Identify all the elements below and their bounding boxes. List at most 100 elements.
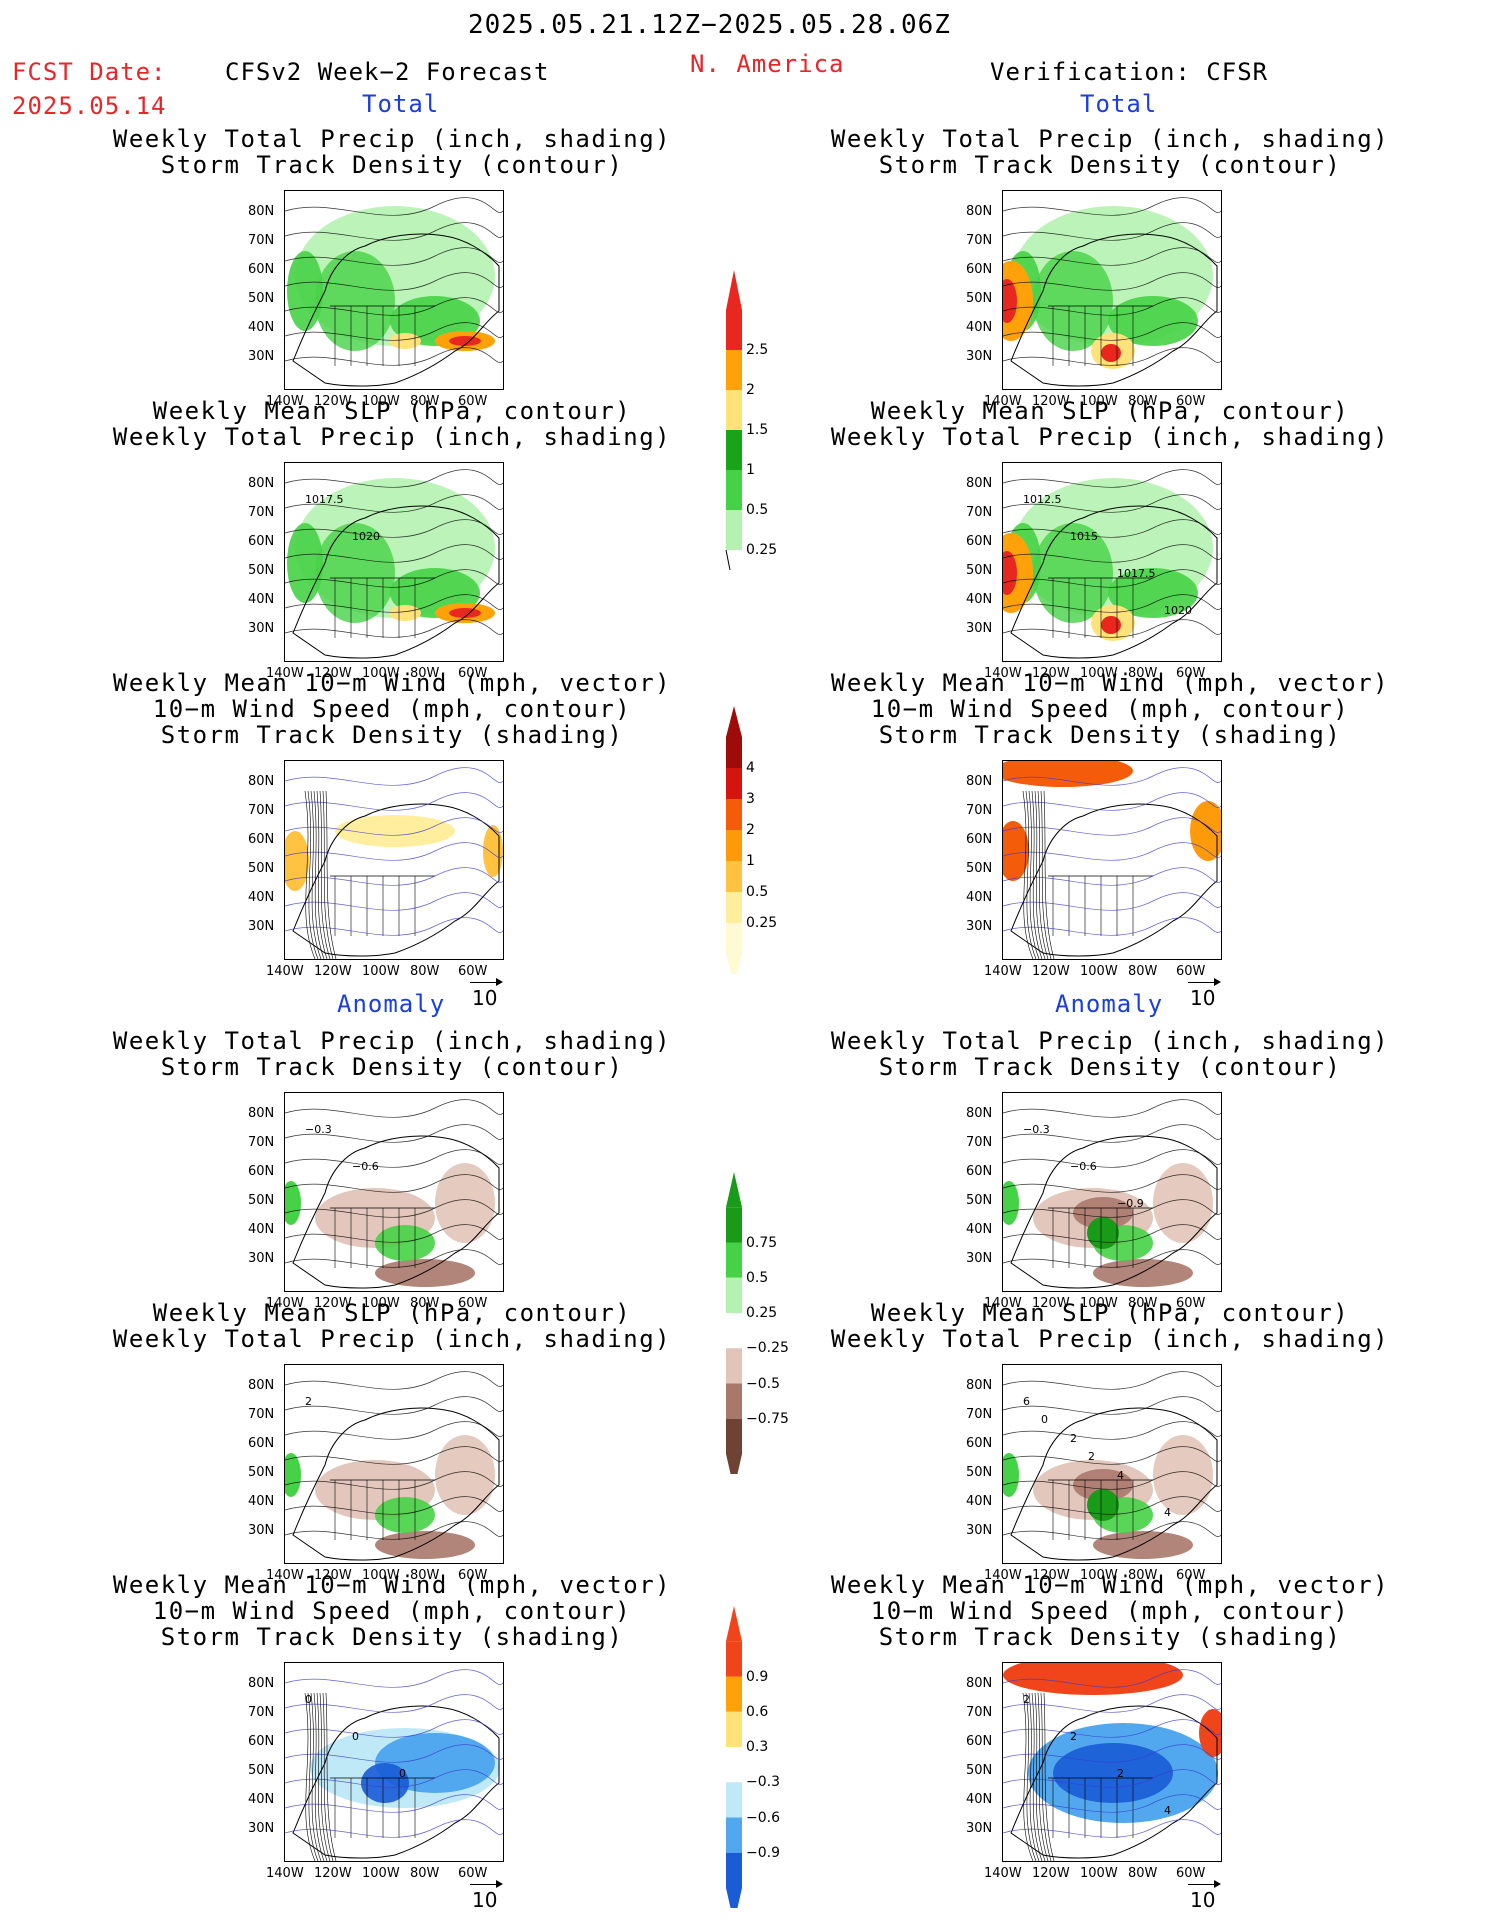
wind-speed-contour: [1025, 790, 1037, 959]
coastline: [292, 233, 500, 387]
panel-title-line: Storm Track Density (contour): [878, 1053, 1342, 1081]
lon-tick-label: 100W: [1080, 964, 1118, 979]
contour-line: [1003, 494, 1221, 513]
colorbar-label: 0.6: [746, 1703, 769, 1720]
lon-tick-label: 80W: [1128, 666, 1158, 681]
map-canvas: −0.3 −0.6: [285, 1099, 503, 1289]
colorbar-label: 2: [746, 822, 755, 838]
colorbar-label: 0.3: [746, 1739, 769, 1755]
contour-line: [1003, 1719, 1221, 1738]
lon-tick-label: 80W: [1128, 1568, 1158, 1583]
lat-tick-label: 80N: [966, 1378, 993, 1393]
contour-line: [285, 1496, 503, 1515]
contour-line: [1003, 767, 1221, 786]
lat-tick-label: 40N: [966, 320, 993, 335]
lat-tick-label: 80N: [248, 476, 275, 491]
colorbar-precip_anom: [726, 1172, 742, 1474]
vector-reference-label: 10: [1190, 1888, 1216, 1912]
vector-reference-arrow: [1188, 1884, 1216, 1885]
lon-tick-label: 140W: [266, 1568, 304, 1583]
contour-line: [285, 1794, 503, 1813]
lat-tick-label: 80N: [248, 1106, 275, 1121]
contour-line: [1003, 1471, 1221, 1490]
contour-label: 1020: [1164, 604, 1192, 617]
contour-label: −0.6: [1070, 1160, 1097, 1173]
lat-tick-label: 50N: [966, 1763, 993, 1778]
precip-surplus-west: [285, 1181, 301, 1225]
contour-line: [1003, 1446, 1221, 1465]
precip-deficit-south: [1093, 1531, 1193, 1559]
verification-map-panel: 6 2 4 4 0 2: [1002, 1364, 1222, 1564]
contour-line: [285, 1446, 503, 1465]
lon-tick-label: 100W: [1080, 1568, 1118, 1583]
precip-surplus-area: [375, 1497, 435, 1533]
contour-line: [285, 297, 503, 316]
contour-label: 1012.5: [1023, 493, 1062, 506]
wind-speed-contour: [1025, 1692, 1037, 1861]
verification-map-panel: [1002, 760, 1222, 960]
lat-tick-label: 30N: [248, 1821, 275, 1836]
colorbar-segment: [726, 1641, 742, 1677]
wind-speed-contour: [316, 790, 328, 959]
panel-title-line: Weekly Total Precip (inch, shading): [830, 125, 1390, 153]
storm-anom-positive-arctic: [1003, 1663, 1183, 1695]
forecast-map-panel: −0.3 −0.6: [284, 1092, 504, 1292]
lat-tick-label: 70N: [248, 1135, 275, 1150]
lon-tick-label: 100W: [1080, 666, 1118, 681]
contour-line: [285, 1099, 503, 1118]
lat-tick-label: 50N: [248, 291, 275, 306]
lon-tick-label: 100W: [362, 666, 400, 681]
map-canvas: [1003, 197, 1221, 387]
vector-reference-label: 10: [472, 1888, 498, 1912]
contour-line: [1003, 1149, 1221, 1168]
fcst-date-label: FCST Date:: [12, 58, 167, 86]
colorbar-label: 0.25: [746, 1305, 778, 1321]
colorbar-bottom-triangle: [726, 1888, 742, 1908]
section-total-left: Total: [362, 90, 440, 118]
coastline: [292, 1407, 500, 1561]
colorbar-segment: [726, 861, 742, 892]
precip-mid-area: [1108, 568, 1198, 618]
lat-tick-label: 40N: [248, 890, 275, 905]
lat-tick-label: 80N: [248, 1378, 275, 1393]
contour-line: [285, 544, 503, 563]
colorbar-label: −0.75: [746, 1410, 789, 1427]
contour-line: [1003, 469, 1221, 488]
lat-tick-label: 70N: [966, 233, 993, 248]
colorbar-label: 0.9: [746, 1668, 769, 1685]
contour-line: [1003, 297, 1221, 316]
panel-title-line: Storm Track Density (shading): [878, 1623, 1342, 1651]
map-canvas: 0 0 0: [285, 1669, 503, 1861]
lon-tick-label: 100W: [362, 964, 400, 979]
contour-line: [285, 494, 503, 513]
lat-tick-label: 60N: [248, 534, 275, 549]
verification-map-panel: 2 2 2 4: [1002, 1662, 1222, 1862]
wind-speed-contour: [307, 790, 319, 959]
lon-tick-label: 100W: [362, 394, 400, 409]
coastline: [1010, 1407, 1218, 1561]
panel-title-line: Weekly Mean SLP (hPa, contour): [870, 1299, 1350, 1327]
wind-speed-contour: [1022, 790, 1034, 959]
lon-tick-label: 80W: [1128, 964, 1158, 979]
contour-line: [1003, 1099, 1221, 1118]
contour-label: 2: [1023, 1693, 1030, 1706]
panel-title-line: Weekly Total Precip (inch, shading): [112, 423, 672, 451]
panel-title-line: Storm Track Density (contour): [878, 151, 1342, 179]
lon-tick-label: 140W: [984, 1568, 1022, 1583]
contour-line: [285, 347, 503, 366]
contour-label: 2: [1088, 1450, 1095, 1463]
colorbar-label: 3: [746, 791, 755, 807]
lat-tick-label: 70N: [248, 233, 275, 248]
colorbar-bottom-triangle: [726, 954, 742, 974]
wind-speed-contour: [325, 790, 337, 959]
lat-tick-label: 30N: [966, 621, 993, 636]
lat-tick-label: 30N: [966, 1821, 993, 1836]
lon-tick-label: 60W: [1176, 1568, 1206, 1583]
colorbar-segment: [726, 923, 742, 954]
contour-line: [285, 1124, 503, 1143]
lat-tick-label: 40N: [248, 320, 275, 335]
contour-line: [285, 569, 503, 588]
precip-west-coast: [287, 523, 323, 603]
map-canvas: [1003, 761, 1221, 959]
vector-reference-arrow: [470, 982, 498, 983]
